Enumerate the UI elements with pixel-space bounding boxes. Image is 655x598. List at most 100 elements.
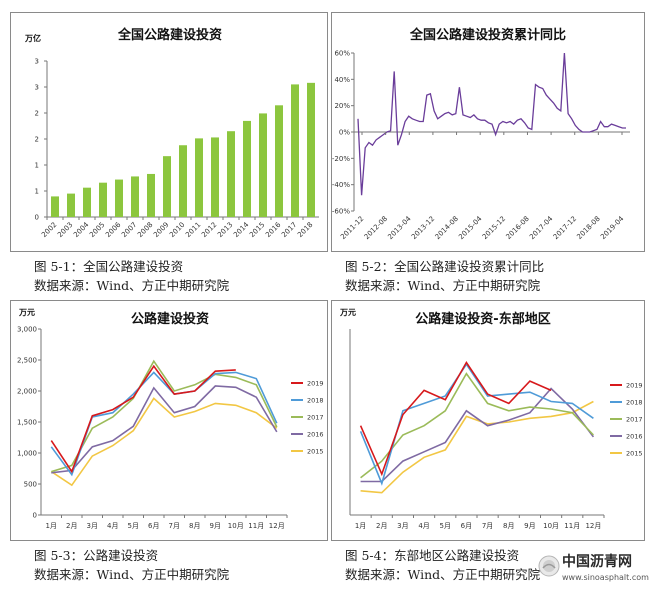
y-unit-label: 万元 bbox=[339, 308, 356, 317]
legend-label-2015: 2015 bbox=[626, 450, 643, 458]
x-tick-label: 4月 bbox=[418, 522, 429, 530]
bar bbox=[115, 179, 123, 217]
x-tick-label: 7月 bbox=[169, 522, 180, 530]
series-line-2018 bbox=[359, 362, 594, 486]
bar bbox=[147, 173, 155, 217]
legend-label-2019: 2019 bbox=[307, 380, 324, 388]
x-tick-label: 2018 bbox=[296, 221, 314, 239]
x-tick-label: 5月 bbox=[128, 522, 139, 530]
bar bbox=[51, 196, 59, 217]
bar bbox=[195, 138, 203, 217]
x-tick-label: 2004 bbox=[72, 220, 91, 239]
x-tick-label: 12月 bbox=[585, 522, 601, 530]
x-tick-label: 2013 bbox=[216, 221, 234, 239]
x-tick-label: 2013-04 bbox=[386, 214, 413, 241]
y-tick-label: 3,000 bbox=[17, 326, 37, 334]
x-tick-label: 9月 bbox=[524, 522, 535, 530]
series-line-2016 bbox=[360, 387, 595, 483]
x-tick-label: 2014-08 bbox=[434, 215, 460, 241]
bar bbox=[211, 137, 219, 217]
x-tick-label: 8月 bbox=[189, 522, 200, 530]
series-line-2017 bbox=[360, 372, 594, 479]
series-line-2015 bbox=[50, 397, 278, 487]
series-line-2017 bbox=[51, 359, 278, 473]
y-tick-label: -40% bbox=[332, 181, 350, 189]
chart-panel-1: 全国公路建设投资 万亿 0 1 1 2 2 3 3 2002 2003 2004 2005 2006 200… bbox=[10, 12, 328, 252]
legend-label-2016: 2016 bbox=[626, 433, 643, 441]
x-tick-label: 2003 bbox=[56, 221, 74, 239]
x-tick-label: 2016 bbox=[264, 220, 283, 239]
legend-label-2017: 2017 bbox=[626, 416, 643, 424]
x-tick-label: 9月 bbox=[210, 522, 221, 530]
caption-figure-4: 图 5-4：东部地区公路建设投资 数据来源：Wind、方正中期研究院 bbox=[345, 546, 540, 584]
x-tick-label: 11月 bbox=[564, 522, 580, 530]
caption-title-2: 图 5-2：全国公路建设投资累计同比 bbox=[345, 259, 545, 274]
x-tick-label: 2012 bbox=[200, 221, 218, 239]
caption-figure-1: 图 5-1：全国公路建设投资 数据来源：Wind、方正中期研究院 bbox=[34, 257, 229, 295]
x-tick-label: 5月 bbox=[440, 522, 451, 530]
y-tick-label: 0 bbox=[33, 512, 37, 520]
y-tick-label: 2,000 bbox=[17, 388, 37, 396]
bar bbox=[67, 193, 75, 217]
legend-label-2018: 2018 bbox=[626, 399, 643, 407]
chart-east-region-investment: 公路建设投资-东部地区 万元 1月 2月 3月 4月 5月 6月 7月 8月 9月 10月 11月 12月… bbox=[339, 308, 643, 530]
chart-yoy-growth: 全国公路建设投资累计同比 60% 40% 20% 0% -20% -40% -60%2011-… bbox=[332, 27, 630, 241]
y-tick-label: 1,500 bbox=[17, 419, 37, 427]
bar bbox=[163, 156, 171, 217]
bar bbox=[275, 105, 283, 217]
watermark-url: www.sinoasphalt.com bbox=[562, 573, 649, 582]
caption-source-2: 数据来源：Wind、方正中期研究院 bbox=[345, 278, 541, 293]
series-line-2019 bbox=[50, 364, 236, 474]
caption-source-1: 数据来源：Wind、方正中期研究院 bbox=[34, 278, 230, 293]
y-tick-label: 3 bbox=[35, 84, 39, 92]
x-tick-label: 6月 bbox=[148, 522, 159, 530]
y-tick-label: -60% bbox=[332, 208, 350, 216]
x-tick-label: 2015-04 bbox=[457, 214, 484, 241]
chart-title: 全国公路建设投资累计同比 bbox=[409, 27, 566, 43]
x-tick-label: 2002 bbox=[40, 221, 58, 239]
chart-panel-3: 公路建设投资 万元 0 500 1,000 1,500 2,000 2,500 3,000 1月 2… bbox=[10, 300, 328, 541]
x-tick-label: 2012-08 bbox=[363, 215, 389, 241]
y-tick-label: 2,500 bbox=[17, 357, 37, 365]
x-tick-label: 2010 bbox=[168, 221, 186, 239]
y-tick-label: 20% bbox=[334, 102, 350, 110]
caption-source-4: 数据来源：Wind、方正中期研究院 bbox=[345, 567, 541, 582]
series-line-2019 bbox=[359, 360, 552, 477]
y-tick-label: 1 bbox=[35, 188, 39, 196]
x-tick-label: 6月 bbox=[461, 522, 472, 530]
x-tick-label: 2016-08 bbox=[505, 215, 531, 241]
watermark-name: 中国沥青网 bbox=[562, 554, 632, 570]
x-tick-label: 10月 bbox=[228, 522, 244, 530]
y-tick-label: 3 bbox=[35, 58, 39, 66]
x-tick-label: 4月 bbox=[107, 522, 118, 530]
chart-monthly-investment: 公路建设投资 万元 0 500 1,000 1,500 2,000 2,500 3,000 1月 2… bbox=[17, 308, 324, 530]
x-tick-label: 2013-12 bbox=[410, 215, 436, 241]
caption-title-4: 图 5-4：东部地区公路建设投资 bbox=[345, 548, 520, 563]
caption-figure-3: 图 5-3：公路建设投资 数据来源：Wind、方正中期研究院 bbox=[34, 546, 229, 584]
y-tick-label: 40% bbox=[334, 76, 350, 84]
watermark: 中国沥青网 www.sinoasphalt.com bbox=[536, 549, 654, 593]
series-line-2018 bbox=[50, 371, 278, 477]
x-tick-label: 2006 bbox=[104, 220, 123, 239]
x-tick-label: 2011-12 bbox=[339, 215, 365, 241]
chart-total-investment: 全国公路建设投资万亿011223320022003200420052006200… bbox=[24, 27, 319, 239]
bar bbox=[99, 182, 107, 217]
legend-label-2015: 2015 bbox=[307, 448, 324, 456]
x-tick-label: 7月 bbox=[482, 522, 493, 530]
x-tick-label: 1月 bbox=[355, 522, 366, 530]
x-tick-label: 2011 bbox=[184, 221, 202, 239]
bar bbox=[179, 145, 187, 217]
x-tick-label: 3月 bbox=[87, 522, 98, 530]
legend-label-2017: 2017 bbox=[307, 414, 324, 422]
y-tick-label: 0 bbox=[35, 214, 39, 222]
x-tick-label: 1月 bbox=[46, 522, 57, 530]
x-tick-label: 2005 bbox=[88, 221, 106, 239]
y-tick-label: 2 bbox=[35, 110, 39, 118]
bar bbox=[307, 82, 315, 217]
x-tick-label: 2018-08 bbox=[575, 215, 601, 241]
caption-source-3: 数据来源：Wind、方正中期研究院 bbox=[34, 567, 230, 582]
y-unit-label: 万元 bbox=[18, 308, 35, 317]
x-tick-label: 2014 bbox=[232, 220, 251, 239]
x-tick-label: 2015 bbox=[248, 221, 266, 239]
bar bbox=[227, 131, 235, 217]
